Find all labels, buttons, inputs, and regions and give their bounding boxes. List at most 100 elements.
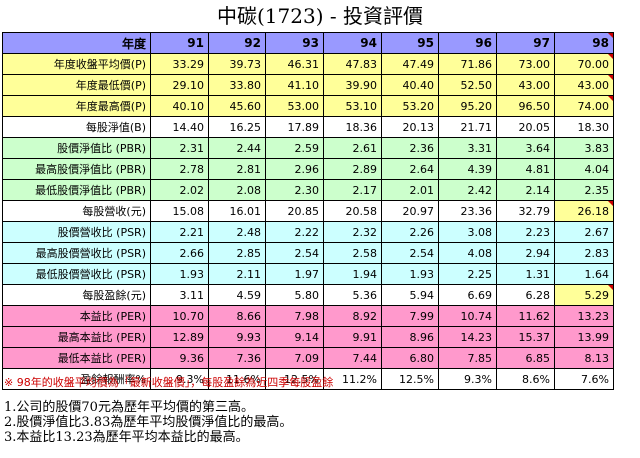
value-cell: 21.71 — [438, 116, 497, 138]
value-cell: 3.83 — [554, 137, 614, 159]
value-cell: 20.85 — [265, 200, 324, 222]
value-cell: 2.66 — [150, 242, 209, 264]
value-cell: 2.11 — [208, 263, 266, 285]
value-cell: 9.91 — [323, 326, 382, 348]
value-cell: 3.11 — [150, 284, 209, 306]
value-cell: 13.23 — [554, 305, 614, 327]
value-cell: 13.99 — [554, 326, 614, 348]
value-cell: 4.39 — [438, 158, 497, 180]
value-cell: 1.97 — [265, 263, 324, 285]
row-label: 年度最低價(P) — [2, 74, 151, 96]
value-cell: 2.44 — [208, 137, 266, 159]
row-label: 最高股價營收比 (PSR) — [2, 242, 151, 264]
value-cell: 26.18 — [554, 200, 614, 222]
value-cell: 46.31 — [265, 53, 324, 75]
summary-line: 3.本益比13.23為歷年平均本益比的最高。 — [4, 430, 249, 445]
row-label: 每股營收(元) — [2, 200, 151, 222]
value-cell: 2.54 — [265, 242, 324, 264]
value-cell: 45.60 — [208, 95, 266, 117]
value-cell: 7.98 — [265, 305, 324, 327]
value-cell: 10.70 — [150, 305, 209, 327]
value-cell: 39.90 — [323, 74, 382, 96]
value-cell: 52.50 — [438, 74, 497, 96]
value-cell: 96.50 — [496, 95, 555, 117]
value-cell: 2.21 — [150, 221, 209, 243]
value-cell: 3.64 — [496, 137, 555, 159]
year-header: 97 — [496, 32, 555, 54]
value-cell: 15.37 — [496, 326, 555, 348]
valuation-table: 年度 91 92 93 94 95 96 97 98 年度收盤平均價(P) 33.… — [2, 32, 614, 390]
value-cell: 2.89 — [323, 158, 382, 180]
table-row: 最高本益比 (PER) 12.89 9.93 9.14 9.91 8.96 14.23 15.… — [2, 326, 614, 348]
year-header: 98 — [554, 32, 614, 54]
value-cell: 2.30 — [265, 179, 324, 201]
year-header: 91 — [150, 32, 209, 54]
value-cell: 1.93 — [381, 263, 439, 285]
table-row: 每股淨值(B) 14.40 16.25 17.89 18.36 20.13 21.71 20.… — [2, 116, 614, 138]
value-cell: 7.09 — [265, 347, 324, 369]
value-cell: 2.23 — [496, 221, 555, 243]
value-cell: 4.04 — [554, 158, 614, 180]
value-cell: 9.14 — [265, 326, 324, 348]
value-cell: 1.64 — [554, 263, 614, 285]
value-cell: 18.36 — [323, 116, 382, 138]
table-row: 股價營收比 (PSR) 2.21 2.48 2.22 2.32 2.26 3.08 2.23 2… — [2, 221, 614, 243]
value-cell: 4.59 — [208, 284, 266, 306]
table-row: 每股營收(元) 15.08 16.01 20.85 20.58 20.97 23.36 32.… — [2, 200, 614, 222]
table-row: 最低股價淨值比 (PBR) 2.02 2.08 2.30 2.17 2.01 2.42 2.1… — [2, 179, 614, 201]
value-cell: 7.6% — [554, 368, 614, 390]
value-cell: 9.36 — [150, 347, 209, 369]
value-cell: 9.93 — [208, 326, 266, 348]
value-cell: 5.36 — [323, 284, 382, 306]
value-cell: 2.14 — [496, 179, 555, 201]
value-cell: 2.59 — [265, 137, 324, 159]
value-cell: 6.69 — [438, 284, 497, 306]
value-cell: 39.73 — [208, 53, 266, 75]
value-cell: 15.08 — [150, 200, 209, 222]
table-row: 年度最高價(P) 40.10 45.60 53.00 53.10 53.20 95.20 96… — [2, 95, 614, 117]
header-row: 年度 91 92 93 94 95 96 97 98 — [2, 32, 614, 54]
value-cell: 1.93 — [150, 263, 209, 285]
table-row: 最低股價營收比 (PSR) 1.93 2.11 1.97 1.94 1.93 2.25 1.3… — [2, 263, 614, 285]
value-cell: 7.36 — [208, 347, 266, 369]
value-cell: 16.01 — [208, 200, 266, 222]
value-cell: 5.94 — [381, 284, 439, 306]
table-row: 本益比 (PER) 10.70 8.66 7.98 8.92 7.99 10.74 11.62… — [2, 305, 614, 327]
value-cell: 3.31 — [438, 137, 497, 159]
value-cell: 2.08 — [208, 179, 266, 201]
value-cell: 8.6% — [496, 368, 555, 390]
value-cell: 95.20 — [438, 95, 497, 117]
row-label: 最高本益比 (PER) — [2, 326, 151, 348]
value-cell: 9.3% — [438, 368, 497, 390]
footnote: ※ 98年的收盤平均價為「最新收盤價」，每股盈餘為近四季每股盈餘 — [4, 376, 334, 389]
year-header: 94 — [323, 32, 382, 54]
value-cell: 2.25 — [438, 263, 497, 285]
value-cell: 43.00 — [554, 74, 614, 96]
value-cell: 2.31 — [150, 137, 209, 159]
table-row: 最低本益比 (PER) 9.36 7.36 7.09 7.44 6.80 7.85 6.85 8… — [2, 347, 614, 369]
value-cell: 2.22 — [265, 221, 324, 243]
value-cell: 2.32 — [323, 221, 382, 243]
value-cell: 20.58 — [323, 200, 382, 222]
value-cell: 2.81 — [208, 158, 266, 180]
value-cell: 8.92 — [323, 305, 382, 327]
value-cell: 71.86 — [438, 53, 497, 75]
value-cell: 53.10 — [323, 95, 382, 117]
value-cell: 14.23 — [438, 326, 497, 348]
row-label: 股價淨值比 (PBR) — [2, 137, 151, 159]
value-cell: 41.10 — [265, 74, 324, 96]
value-cell: 73.00 — [496, 53, 555, 75]
value-cell: 20.97 — [381, 200, 439, 222]
summary-line: 2.股價淨值比3.83為歷年平均股價淨值比的最高。 — [4, 415, 293, 430]
row-label: 本益比 (PER) — [2, 305, 151, 327]
value-cell: 23.36 — [438, 200, 497, 222]
value-cell: 2.48 — [208, 221, 266, 243]
year-header: 92 — [208, 32, 266, 54]
value-cell: 6.80 — [381, 347, 439, 369]
year-header: 96 — [438, 32, 497, 54]
value-cell: 6.85 — [496, 347, 555, 369]
summary-line: 1.公司的股價70元為歷年平均價的第三高。 — [4, 400, 254, 415]
value-cell: 8.96 — [381, 326, 439, 348]
value-cell: 7.44 — [323, 347, 382, 369]
value-cell: 33.80 — [208, 74, 266, 96]
